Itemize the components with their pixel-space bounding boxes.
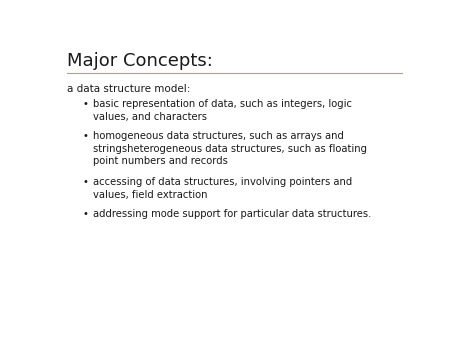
Text: •: • — [82, 131, 88, 141]
Text: basic representation of data, such as integers, logic
values, and characters: basic representation of data, such as in… — [93, 99, 352, 122]
Text: •: • — [82, 99, 88, 109]
Text: •: • — [82, 210, 88, 219]
Text: addressing mode support for particular data structures.: addressing mode support for particular d… — [93, 210, 371, 219]
Text: •: • — [82, 177, 88, 188]
Text: Major Concepts:: Major Concepts: — [67, 52, 212, 70]
Text: a data structure model:: a data structure model: — [67, 83, 190, 94]
Text: homogeneous data structures, such as arrays and
stringsheterogeneous data struct: homogeneous data structures, such as arr… — [93, 131, 367, 166]
Text: accessing of data structures, involving pointers and
values, field extraction: accessing of data structures, involving … — [93, 177, 352, 200]
